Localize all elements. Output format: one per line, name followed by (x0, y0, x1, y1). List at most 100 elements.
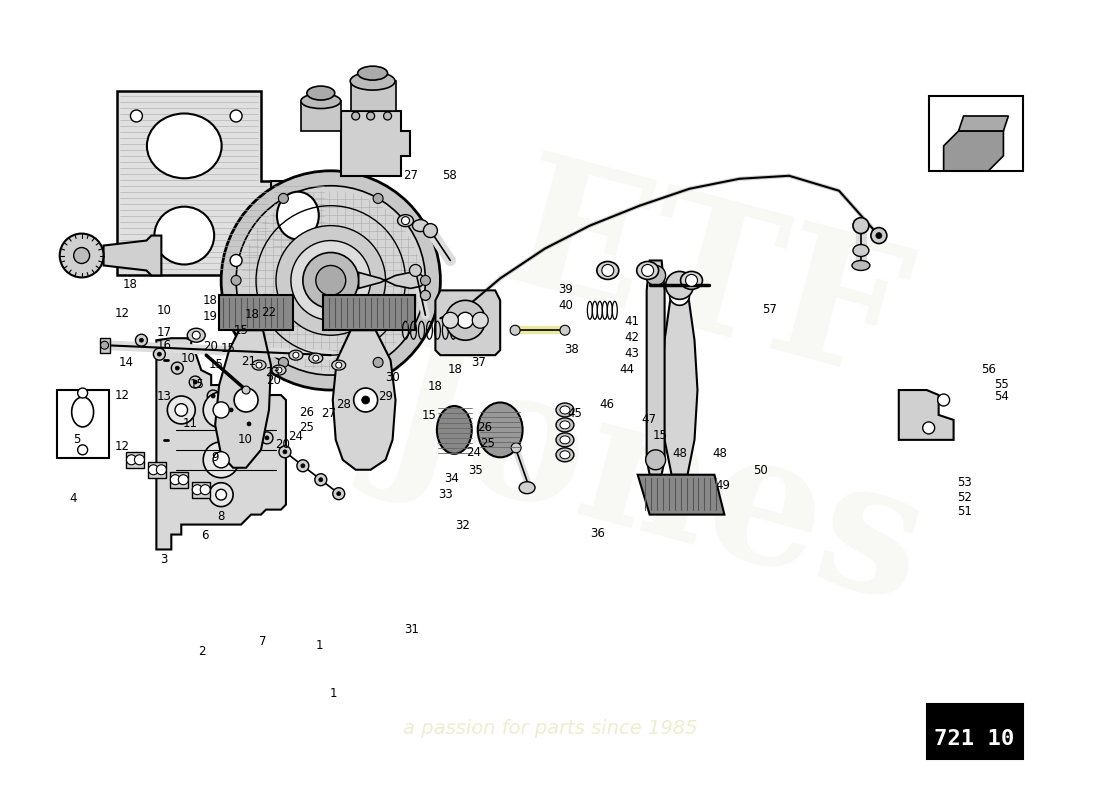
Polygon shape (351, 81, 396, 111)
Polygon shape (333, 330, 396, 470)
Text: 47: 47 (641, 413, 657, 426)
Ellipse shape (560, 421, 570, 429)
Text: 31: 31 (405, 623, 419, 636)
Circle shape (646, 266, 666, 286)
Circle shape (135, 334, 147, 346)
Text: 32: 32 (455, 519, 470, 533)
Circle shape (194, 380, 197, 384)
Text: 21: 21 (241, 355, 256, 368)
Polygon shape (117, 91, 271, 275)
Text: 25: 25 (480, 437, 495, 450)
Text: 12: 12 (116, 307, 130, 320)
Circle shape (301, 464, 305, 468)
Circle shape (923, 422, 935, 434)
Text: 25: 25 (299, 421, 315, 434)
Bar (57, 390, 109, 458)
Circle shape (131, 110, 142, 122)
Circle shape (510, 326, 520, 335)
Circle shape (131, 254, 142, 266)
Polygon shape (899, 390, 954, 440)
Polygon shape (192, 482, 210, 498)
Text: 15: 15 (220, 342, 235, 354)
Text: 15: 15 (652, 430, 667, 442)
Text: 15: 15 (422, 410, 437, 422)
Text: a passion for parts since 1985: a passion for parts since 1985 (403, 719, 697, 738)
Circle shape (216, 490, 227, 500)
Ellipse shape (384, 112, 392, 120)
Circle shape (283, 450, 287, 454)
Polygon shape (170, 472, 188, 488)
Ellipse shape (437, 406, 472, 454)
Polygon shape (219, 295, 293, 330)
Text: 19: 19 (202, 310, 218, 322)
Text: 35: 35 (469, 464, 483, 477)
Text: 24: 24 (465, 446, 481, 459)
Circle shape (100, 342, 109, 349)
Circle shape (420, 290, 430, 300)
Text: 48: 48 (672, 447, 686, 460)
Text: 15: 15 (208, 358, 223, 371)
Ellipse shape (560, 436, 570, 444)
Circle shape (172, 362, 184, 374)
Text: 7: 7 (260, 635, 266, 648)
Text: 13: 13 (156, 390, 172, 403)
Circle shape (236, 186, 426, 375)
Text: 40: 40 (558, 299, 573, 313)
Text: 45: 45 (568, 407, 583, 420)
Polygon shape (271, 181, 326, 250)
Text: 2: 2 (198, 645, 206, 658)
Text: 46: 46 (600, 398, 615, 411)
Text: 33: 33 (439, 487, 453, 501)
Text: 41: 41 (625, 315, 640, 328)
Text: 5: 5 (73, 434, 80, 446)
Polygon shape (944, 131, 1003, 170)
Text: 17: 17 (156, 326, 172, 338)
Ellipse shape (851, 261, 870, 270)
Ellipse shape (366, 112, 375, 120)
Polygon shape (103, 235, 162, 275)
Text: 42: 42 (625, 331, 640, 344)
Text: 15: 15 (189, 378, 205, 390)
Polygon shape (126, 452, 144, 468)
Bar (928, 96, 1023, 170)
Text: 18: 18 (244, 308, 260, 321)
Circle shape (78, 445, 88, 455)
Text: 24: 24 (288, 430, 304, 443)
Text: 20: 20 (202, 340, 218, 353)
Text: 57: 57 (762, 303, 777, 317)
Text: 12: 12 (116, 389, 130, 402)
Text: 1: 1 (316, 639, 323, 652)
Ellipse shape (358, 66, 387, 80)
Text: 26: 26 (476, 422, 492, 434)
Circle shape (189, 376, 201, 388)
Text: 26: 26 (299, 406, 315, 419)
Ellipse shape (637, 262, 659, 279)
Text: 20: 20 (266, 374, 282, 387)
Ellipse shape (560, 406, 570, 414)
Ellipse shape (154, 206, 215, 265)
Circle shape (265, 436, 269, 440)
Circle shape (278, 194, 288, 203)
Polygon shape (216, 330, 271, 468)
Text: 39: 39 (558, 283, 573, 297)
Circle shape (316, 266, 345, 295)
Circle shape (312, 355, 319, 361)
Text: 16: 16 (156, 339, 172, 352)
Circle shape (229, 408, 233, 412)
Circle shape (140, 338, 143, 342)
Polygon shape (661, 290, 697, 474)
Circle shape (192, 331, 200, 339)
Polygon shape (638, 474, 725, 514)
Text: ETF
Jones: ETF Jones (363, 125, 996, 635)
Ellipse shape (147, 114, 221, 178)
Text: 30: 30 (385, 371, 399, 384)
Circle shape (666, 271, 693, 299)
Ellipse shape (556, 433, 574, 447)
Ellipse shape (307, 86, 334, 100)
Circle shape (59, 234, 103, 278)
Circle shape (148, 465, 158, 474)
Text: 6: 6 (201, 529, 209, 542)
Ellipse shape (397, 214, 414, 226)
Ellipse shape (352, 112, 360, 120)
Circle shape (302, 253, 359, 308)
